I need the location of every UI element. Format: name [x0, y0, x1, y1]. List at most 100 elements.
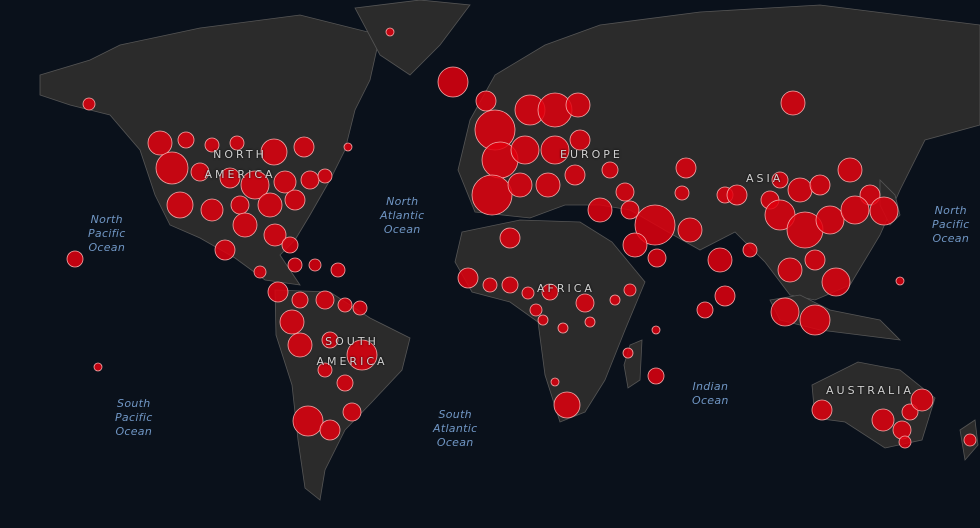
case-marker[interactable]	[336, 374, 354, 392]
case-marker[interactable]	[895, 276, 905, 286]
case-marker[interactable]	[219, 167, 241, 189]
case-marker[interactable]	[284, 189, 306, 211]
case-marker[interactable]	[696, 301, 714, 319]
case-marker[interactable]	[510, 135, 540, 165]
case-marker[interactable]	[317, 168, 333, 184]
case-marker[interactable]	[898, 435, 912, 449]
case-marker[interactable]	[300, 170, 320, 190]
case-marker[interactable]	[499, 227, 521, 249]
case-marker[interactable]	[229, 135, 245, 151]
case-marker[interactable]	[204, 137, 220, 153]
case-marker[interactable]	[910, 388, 934, 412]
case-marker[interactable]	[317, 362, 333, 378]
case-marker[interactable]	[869, 196, 899, 226]
case-marker[interactable]	[240, 170, 270, 200]
case-marker[interactable]	[609, 294, 621, 306]
case-marker[interactable]	[155, 151, 189, 185]
case-marker[interactable]	[346, 339, 378, 371]
case-marker[interactable]	[291, 291, 309, 309]
case-marker[interactable]	[293, 136, 315, 158]
case-marker[interactable]	[840, 195, 870, 225]
case-marker[interactable]	[93, 362, 103, 372]
case-marker[interactable]	[553, 391, 581, 419]
case-marker[interactable]	[260, 138, 288, 166]
case-marker[interactable]	[615, 182, 635, 202]
case-marker[interactable]	[232, 212, 258, 238]
case-marker[interactable]	[623, 283, 637, 297]
case-marker[interactable]	[550, 377, 560, 387]
case-marker[interactable]	[871, 408, 895, 432]
case-marker[interactable]	[147, 130, 173, 156]
case-marker[interactable]	[457, 267, 479, 289]
case-marker[interactable]	[385, 27, 395, 37]
case-marker[interactable]	[352, 300, 368, 316]
case-marker[interactable]	[601, 161, 619, 179]
case-marker[interactable]	[471, 174, 513, 216]
case-marker[interactable]	[257, 192, 283, 218]
case-marker[interactable]	[634, 204, 676, 246]
case-marker[interactable]	[771, 171, 789, 189]
case-marker[interactable]	[281, 236, 299, 254]
case-marker[interactable]	[787, 177, 813, 203]
case-marker[interactable]	[675, 157, 697, 179]
case-marker[interactable]	[780, 90, 806, 116]
case-marker[interactable]	[529, 303, 543, 317]
case-marker[interactable]	[892, 420, 912, 440]
case-marker[interactable]	[564, 164, 586, 186]
case-marker[interactable]	[319, 419, 341, 441]
case-marker[interactable]	[541, 283, 559, 301]
case-marker[interactable]	[537, 314, 549, 326]
case-marker[interactable]	[809, 174, 831, 196]
case-marker[interactable]	[742, 242, 758, 258]
case-marker[interactable]	[253, 265, 267, 279]
case-marker[interactable]	[707, 247, 733, 273]
case-marker[interactable]	[200, 198, 224, 222]
case-marker[interactable]	[66, 250, 84, 268]
case-marker[interactable]	[292, 405, 324, 437]
case-marker[interactable]	[714, 285, 736, 307]
case-marker[interactable]	[799, 304, 831, 336]
marker-layer[interactable]	[66, 27, 977, 449]
case-marker[interactable]	[330, 262, 346, 278]
case-marker[interactable]	[837, 157, 863, 183]
case-marker[interactable]	[620, 200, 640, 220]
case-marker[interactable]	[584, 316, 596, 328]
case-marker[interactable]	[557, 322, 569, 334]
case-marker[interactable]	[575, 293, 595, 313]
case-marker[interactable]	[821, 267, 851, 297]
case-marker[interactable]	[647, 367, 665, 385]
case-marker[interactable]	[279, 309, 305, 335]
case-marker[interactable]	[342, 402, 362, 422]
case-marker[interactable]	[337, 297, 353, 313]
case-marker[interactable]	[777, 257, 803, 283]
case-marker[interactable]	[437, 66, 469, 98]
case-marker[interactable]	[535, 172, 561, 198]
case-marker[interactable]	[166, 191, 194, 219]
case-marker[interactable]	[315, 290, 335, 310]
case-marker[interactable]	[177, 131, 195, 149]
case-marker[interactable]	[482, 277, 498, 293]
case-marker[interactable]	[308, 258, 322, 272]
case-marker[interactable]	[82, 97, 96, 111]
case-marker[interactable]	[214, 239, 236, 261]
case-marker[interactable]	[263, 223, 287, 247]
case-marker[interactable]	[230, 195, 250, 215]
case-marker[interactable]	[726, 184, 748, 206]
case-marker[interactable]	[770, 297, 800, 327]
case-marker[interactable]	[963, 433, 977, 447]
case-marker[interactable]	[521, 286, 535, 300]
case-marker[interactable]	[501, 276, 519, 294]
case-marker[interactable]	[507, 172, 533, 198]
case-marker[interactable]	[622, 232, 648, 258]
case-marker[interactable]	[811, 399, 833, 421]
case-marker[interactable]	[677, 217, 703, 243]
case-marker[interactable]	[804, 249, 826, 271]
case-marker[interactable]	[569, 129, 591, 151]
case-marker[interactable]	[287, 332, 313, 358]
case-marker[interactable]	[540, 135, 570, 165]
case-marker[interactable]	[343, 142, 353, 152]
case-marker[interactable]	[622, 347, 634, 359]
case-marker[interactable]	[647, 248, 667, 268]
